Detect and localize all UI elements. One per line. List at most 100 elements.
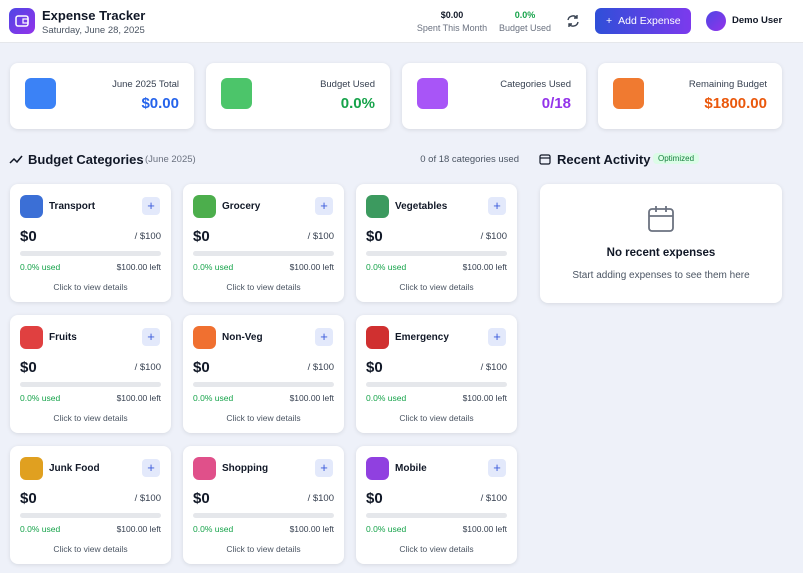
add-to-category[interactable]: + xyxy=(488,328,506,346)
stat-label: June 2025 Total xyxy=(112,79,179,90)
category-hint: Click to view details xyxy=(226,413,301,423)
category-hint: Click to view details xyxy=(399,413,474,423)
empty-calendar xyxy=(648,206,674,232)
category-used: 0.0% used xyxy=(193,524,234,534)
empty-text: Start adding expenses to see them here xyxy=(572,270,750,281)
category-card[interactable]: Junk Food + $0 / $100 0.0% used $100.00 left C… xyxy=(10,446,171,564)
category-amount: $0 xyxy=(366,490,383,507)
category-budget: / $100 xyxy=(307,493,334,504)
add-to-category[interactable]: + xyxy=(142,328,160,346)
category-amount: $0 xyxy=(193,490,210,507)
trend-icon xyxy=(9,155,23,164)
empty-title: No recent expenses xyxy=(606,247,716,259)
category-name: Shopping xyxy=(222,463,269,474)
category-amount: $0 xyxy=(193,359,210,376)
category-hint: Click to view details xyxy=(399,544,474,554)
progress-track xyxy=(20,251,161,256)
category-hint: Click to view details xyxy=(226,544,301,554)
category-used: 0.0% used xyxy=(366,262,407,272)
category-card[interactable]: Non-Veg + $0 / $100 0.0% used $100.00 left Cli… xyxy=(183,315,344,433)
category-card[interactable]: Vegetables + $0 / $100 0.0% used $100.00 left… xyxy=(356,184,517,302)
avatar[interactable] xyxy=(706,11,726,31)
optimized-badge: Optimized xyxy=(653,153,700,164)
app-logo xyxy=(9,8,35,34)
date: Saturday, June 28, 2025 xyxy=(42,25,145,36)
stat-card: Categories Used 0/18 xyxy=(402,63,586,129)
category-hint: Click to view details xyxy=(399,282,474,292)
stat-card: June 2025 Total $0.00 xyxy=(10,63,194,129)
add-to-category[interactable]: + xyxy=(488,197,506,215)
category-card[interactable]: Fruits + $0 / $100 0.0% used $100.00 left Clic… xyxy=(10,315,171,433)
category-name: Transport xyxy=(49,201,96,212)
category-used: 0.0% used xyxy=(366,524,407,534)
category-hint: Click to view details xyxy=(53,544,128,554)
progress-track xyxy=(193,251,334,256)
category-name: Non-Veg xyxy=(222,332,263,343)
add-to-category[interactable]: + xyxy=(315,459,333,477)
add-to-category[interactable]: + xyxy=(142,459,160,477)
stat-value: 0.0% xyxy=(340,95,375,112)
category-name: Fruits xyxy=(49,332,77,343)
category-used: 0.0% used xyxy=(20,262,61,272)
category-name: Vegetables xyxy=(395,201,448,212)
category-amount: $0 xyxy=(193,228,210,245)
budget-value: 0.0% xyxy=(514,10,536,20)
stat-value: $1800.00 xyxy=(704,95,767,112)
category-used: 0.0% used xyxy=(20,524,61,534)
add-to-category[interactable]: + xyxy=(315,197,333,215)
category-left: $100.00 left xyxy=(289,524,334,534)
progress-track xyxy=(193,382,334,387)
category-left: $100.00 left xyxy=(462,262,507,272)
stat-label: Budget Used xyxy=(320,79,375,90)
add-to-category[interactable]: + xyxy=(142,197,160,215)
budget-label: Budget Used xyxy=(498,23,552,33)
progress-track xyxy=(20,513,161,518)
category-card[interactable]: Shopping + $0 / $100 0.0% used $100.00 left Cl… xyxy=(183,446,344,564)
stat-value: 0/18 xyxy=(541,95,571,112)
category-amount: $0 xyxy=(20,228,37,245)
category-card[interactable]: Grocery + $0 / $100 0.0% used $100.00 left Cli… xyxy=(183,184,344,302)
section-period: (June 2025) xyxy=(145,154,196,165)
category-name: Junk Food xyxy=(49,463,100,474)
category-budget: / $100 xyxy=(480,231,507,242)
add-to-category[interactable]: + xyxy=(488,459,506,477)
category-card[interactable]: Emergency + $0 / $100 0.0% used $100.00 left C… xyxy=(356,315,517,433)
category-card[interactable]: Transport + $0 / $100 0.0% used $100.00 left C… xyxy=(10,184,171,302)
category-icon xyxy=(193,326,216,349)
category-icon xyxy=(20,195,43,218)
add-expense-button[interactable]: + Add Expense xyxy=(595,8,691,34)
category-left: $100.00 left xyxy=(116,524,161,534)
category-used: 0.0% used xyxy=(193,393,234,403)
refresh-button[interactable] xyxy=(565,13,581,29)
category-icon xyxy=(193,195,216,218)
category-budget: / $100 xyxy=(134,362,161,373)
category-left: $100.00 left xyxy=(462,393,507,403)
category-left: $100.00 left xyxy=(462,524,507,534)
add-expense-label: Add Expense xyxy=(618,15,681,27)
logo-glyph xyxy=(15,15,29,27)
category-amount: $0 xyxy=(20,490,37,507)
add-to-category[interactable]: + xyxy=(315,328,333,346)
category-card[interactable]: Mobile + $0 / $100 0.0% used $100.00 left Clic… xyxy=(356,446,517,564)
category-amount: $0 xyxy=(20,359,37,376)
progress-track xyxy=(366,513,507,518)
category-icon xyxy=(366,195,389,218)
app-title: Expense Tracker xyxy=(42,8,146,23)
recent-card: No recent expenses Start adding expenses… xyxy=(540,184,782,303)
stat-value: $0.00 xyxy=(141,95,179,112)
category-used: 0.0% used xyxy=(193,262,234,272)
category-left: $100.00 left xyxy=(289,262,334,272)
stat-label: Categories Used xyxy=(500,79,571,90)
category-amount: $0 xyxy=(366,359,383,376)
category-hint: Click to view details xyxy=(226,282,301,292)
spent-label: Spent This Month xyxy=(416,23,488,33)
category-left: $100.00 left xyxy=(289,393,334,403)
progress-track xyxy=(366,382,507,387)
category-icon xyxy=(20,326,43,349)
progress-track xyxy=(20,382,161,387)
user-name[interactable]: Demo User xyxy=(732,15,783,26)
stat-icon xyxy=(25,78,56,109)
category-left: $100.00 left xyxy=(116,262,161,272)
stat-card: Remaining Budget $1800.00 xyxy=(598,63,782,129)
calendar-icon xyxy=(539,154,551,165)
